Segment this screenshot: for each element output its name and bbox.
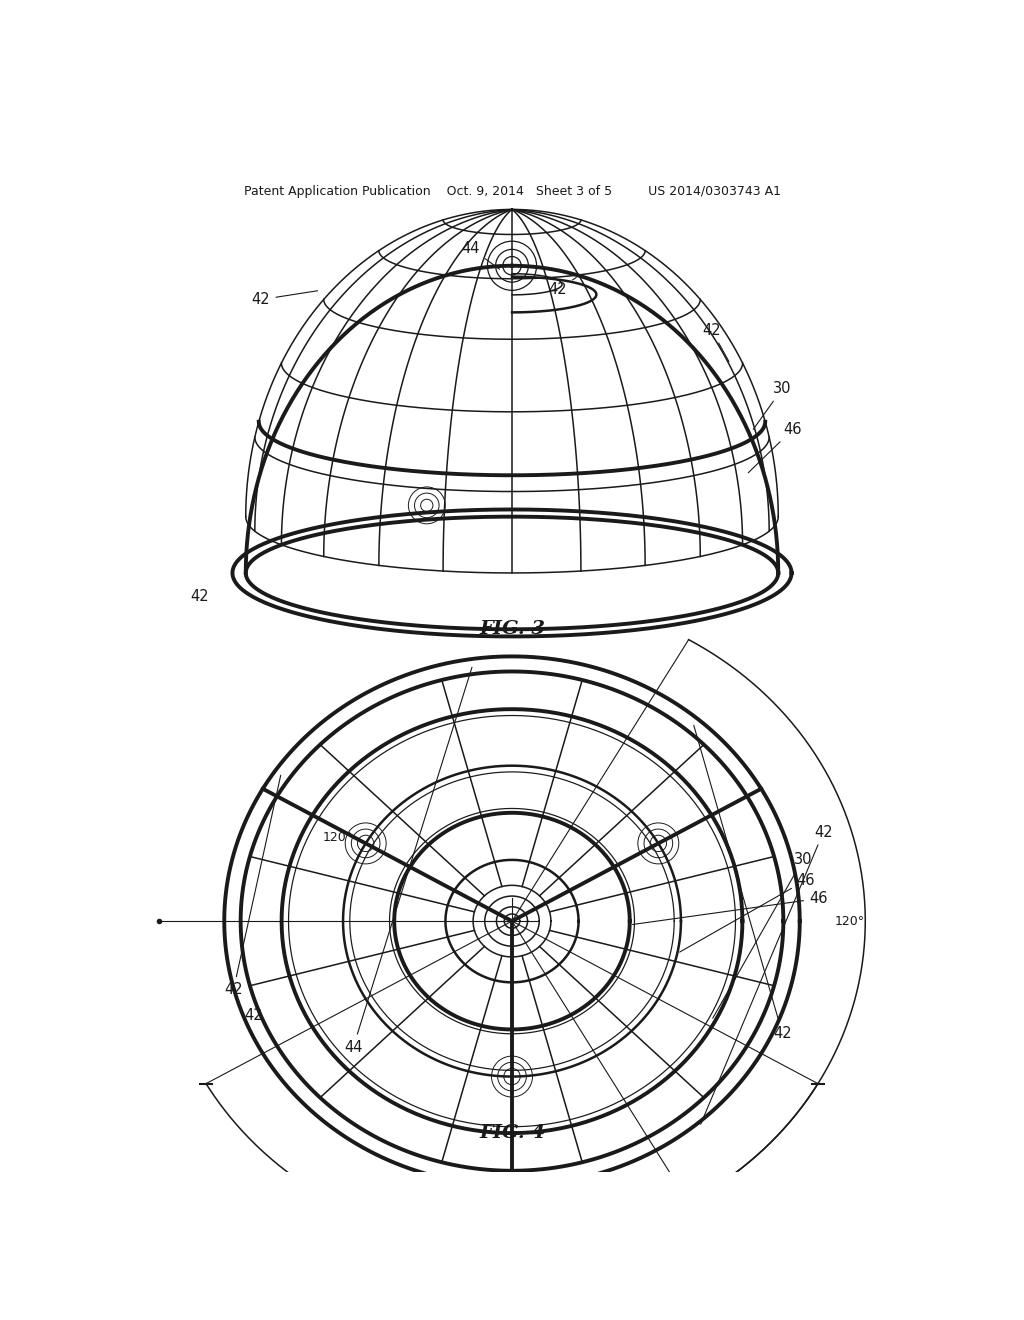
Text: FIG. 3: FIG. 3 [479, 620, 545, 639]
Text: 42: 42 [549, 277, 577, 297]
Text: 46: 46 [749, 422, 802, 473]
Text: FIG. 4: FIG. 4 [479, 1125, 545, 1142]
Text: 30: 30 [713, 853, 812, 1018]
Text: 42: 42 [245, 1008, 263, 1023]
Text: 120°: 120° [835, 915, 864, 928]
Text: 42: 42 [702, 323, 729, 362]
Text: 42: 42 [190, 589, 209, 605]
Text: 46: 46 [633, 891, 827, 924]
Text: 42: 42 [252, 290, 317, 308]
Text: 42: 42 [694, 725, 792, 1041]
Text: 42: 42 [224, 775, 281, 997]
Text: 30: 30 [754, 381, 792, 429]
Text: 120°: 120° [323, 830, 353, 843]
Text: 44: 44 [344, 667, 472, 1055]
Text: 44: 44 [462, 240, 500, 269]
Text: Patent Application Publication    Oct. 9, 2014   Sheet 3 of 5         US 2014/03: Patent Application Publication Oct. 9, 2… [244, 185, 780, 198]
Text: 42: 42 [700, 825, 833, 1125]
Text: 46: 46 [680, 873, 815, 952]
